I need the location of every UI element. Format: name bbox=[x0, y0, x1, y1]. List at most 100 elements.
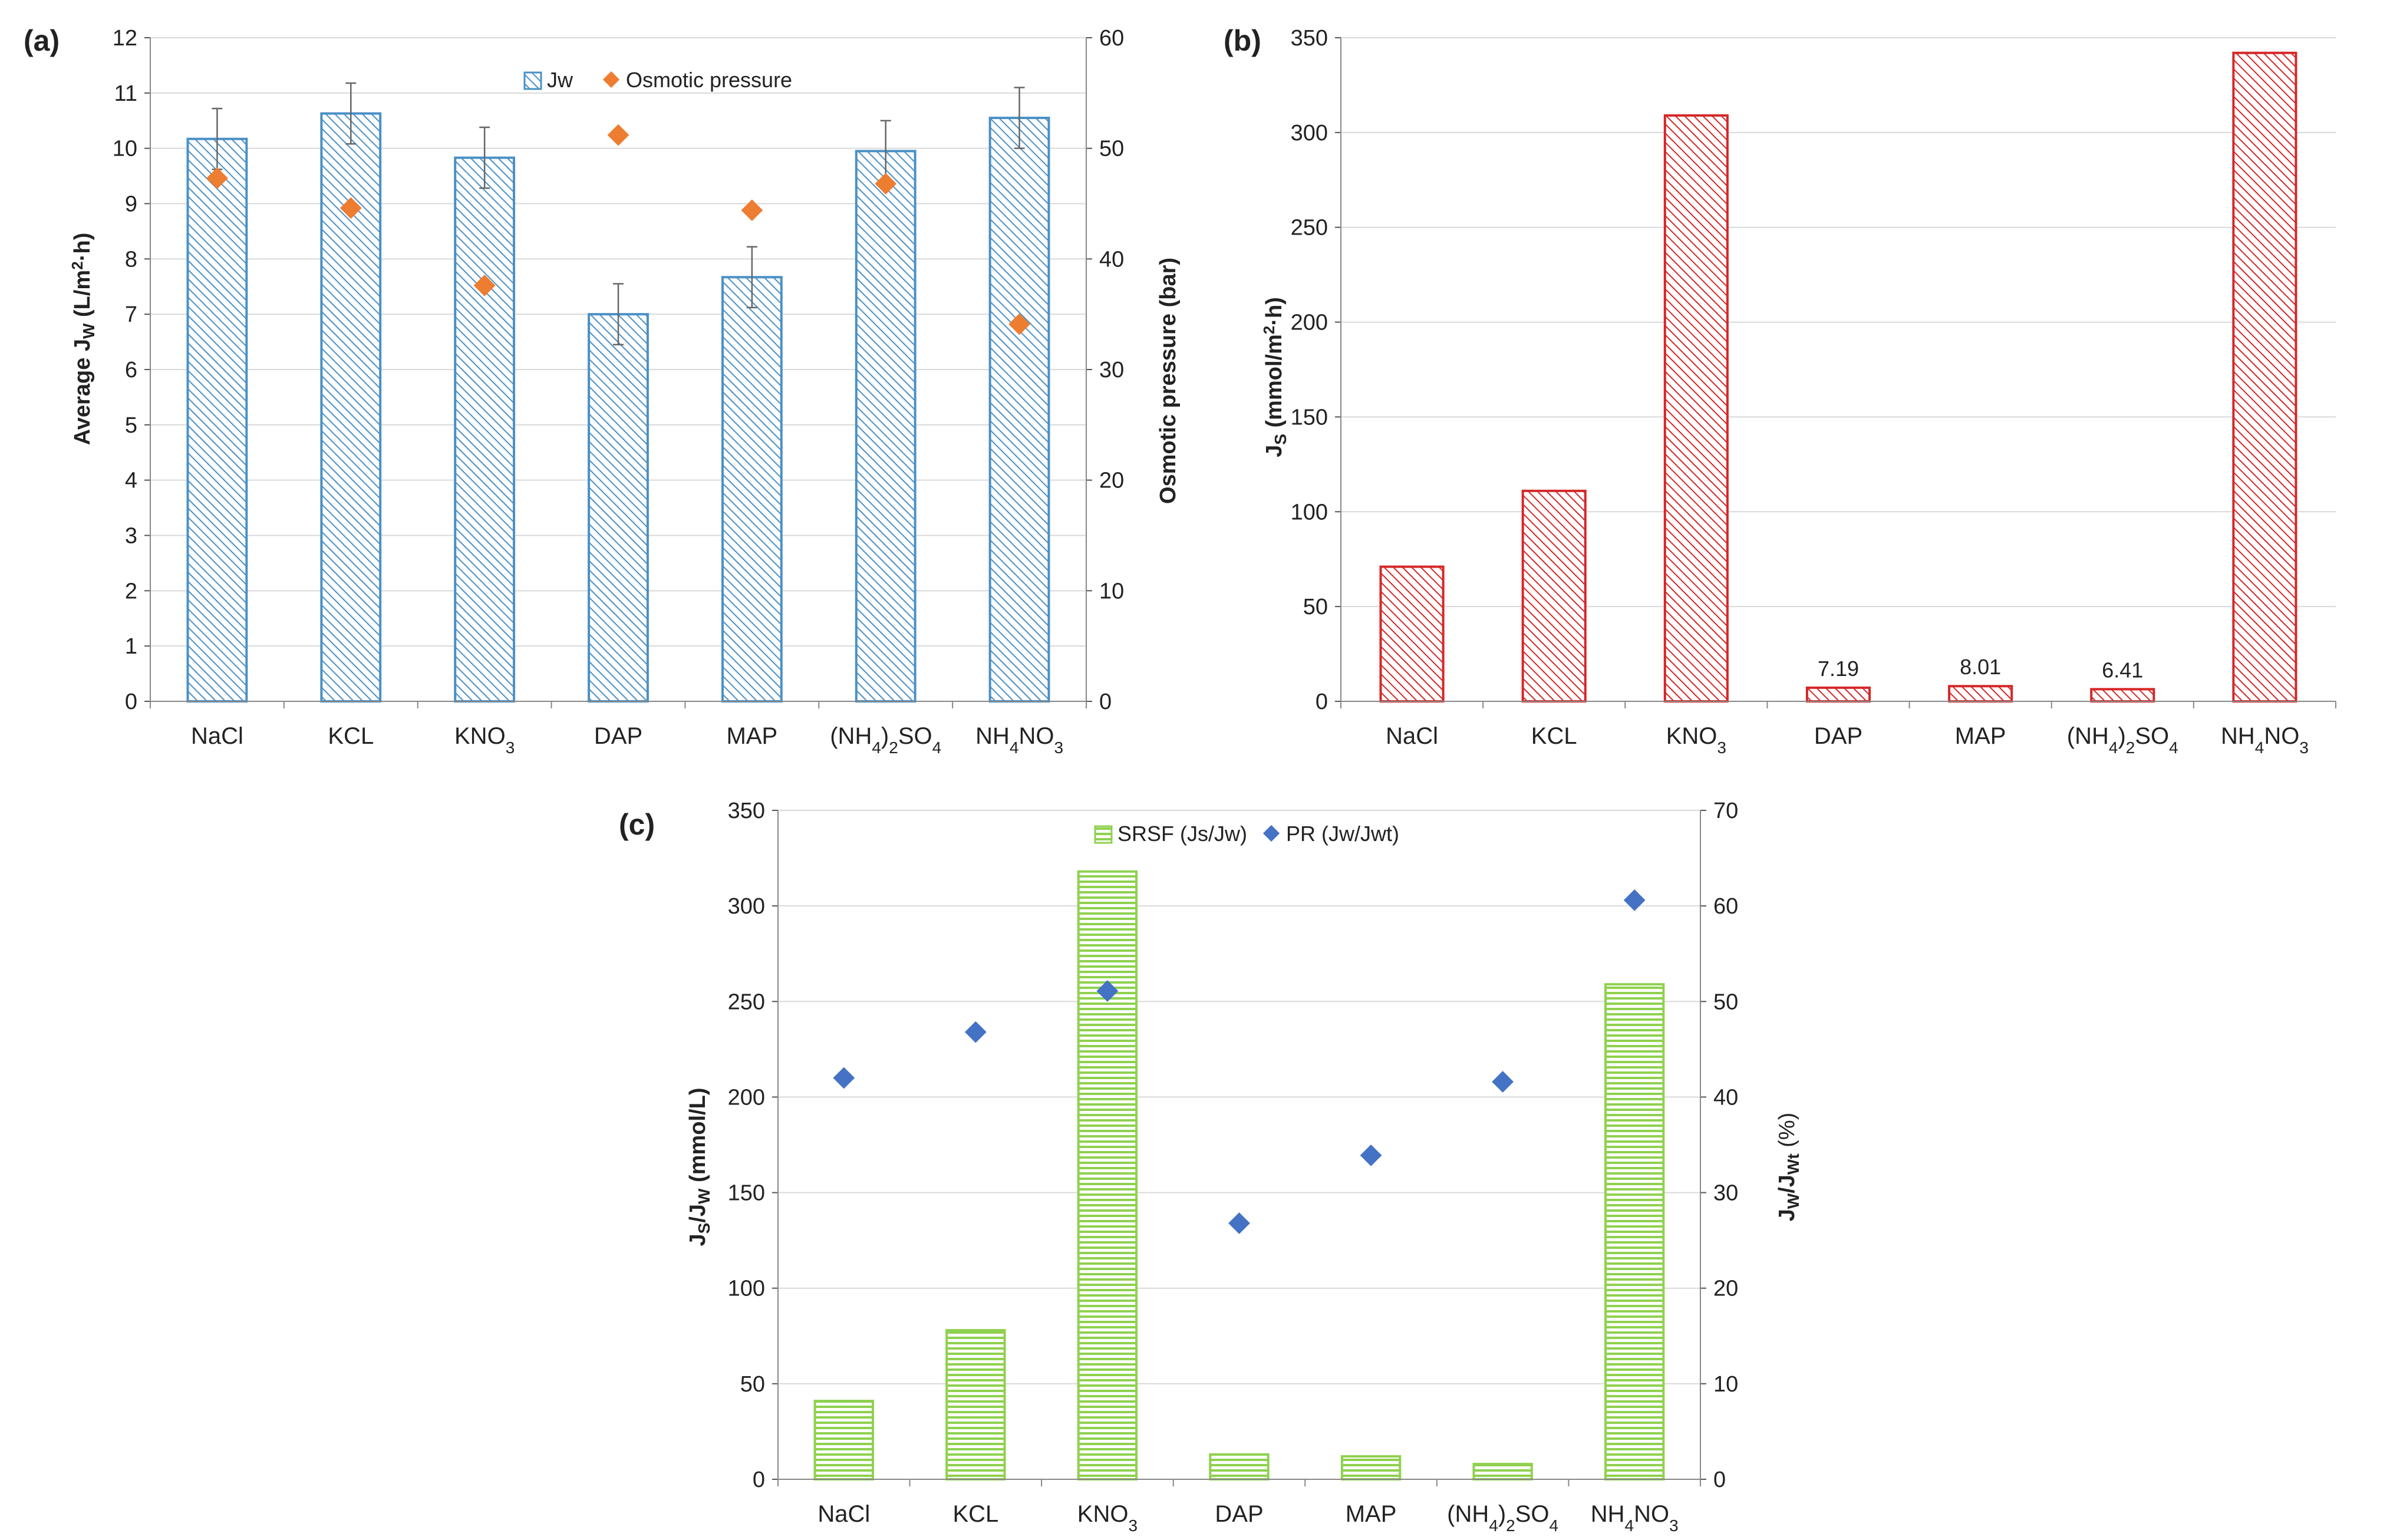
a-bar bbox=[320, 112, 382, 703]
panel-a-bars bbox=[186, 112, 1050, 703]
b-y-tick-label: 50 bbox=[1303, 595, 1328, 619]
legend-label-pr: PR (Jw/Jwt) bbox=[1286, 822, 1399, 846]
c-y2-tick-label: 20 bbox=[1713, 1277, 1738, 1301]
b-y-tick-label: 200 bbox=[1291, 311, 1328, 335]
panel-a-axes bbox=[144, 37, 1092, 708]
b-data-label: 6.41 bbox=[2102, 658, 2143, 682]
a-y2-tick-label: 0 bbox=[1099, 690, 1112, 714]
c-y2-tick-label: 0 bbox=[1713, 1468, 1726, 1492]
a-category-label: (NH4)2SO4 bbox=[830, 723, 941, 757]
c-marker bbox=[833, 1067, 855, 1089]
panel-b-y-axis-title: JS (mmol/m2·h) bbox=[1260, 297, 1290, 457]
legend-label-srsf: SRSF (Js/Jw) bbox=[1117, 822, 1247, 846]
panel-label-b: (b) bbox=[1224, 24, 1261, 57]
a-category-label: KCL bbox=[328, 723, 374, 749]
panel-c-gridlines bbox=[778, 810, 1700, 1480]
a-marker bbox=[473, 274, 496, 296]
panel-c-y2-axis-title: JW/JWt (%) bbox=[1775, 1113, 1802, 1222]
a-y-tick-label: 4 bbox=[125, 469, 137, 493]
panel-c-y-ticks: 0 50 100 150 200 250 300 350 bbox=[728, 799, 765, 1492]
c-y2-tick-label: 60 bbox=[1713, 894, 1738, 919]
c-y-tick-label: 350 bbox=[728, 799, 765, 823]
panel-a-y-axis-title: Average JW (L/m2·h) bbox=[68, 233, 98, 445]
panel-c-axes bbox=[772, 810, 1706, 1486]
c-category-label: (NH4)2SO4 bbox=[1447, 1501, 1558, 1535]
a-bar bbox=[588, 313, 649, 703]
a-y-tick-label: 11 bbox=[114, 81, 137, 106]
b-bar bbox=[2090, 688, 2155, 703]
c-bar bbox=[813, 1400, 874, 1481]
a-y-tick-label: 6 bbox=[125, 358, 137, 382]
panel-label-c: (c) bbox=[619, 808, 655, 841]
b-bar bbox=[2232, 51, 2297, 703]
a-marker bbox=[1008, 313, 1030, 335]
c-category-label: KNO3 bbox=[1077, 1501, 1138, 1535]
b-data-label: 7.19 bbox=[1818, 657, 1859, 681]
c-category-label: DAP bbox=[1215, 1501, 1263, 1527]
legend-marker-pr bbox=[1262, 825, 1280, 842]
c-marker bbox=[1623, 889, 1646, 911]
panel-a-markers bbox=[206, 124, 1030, 335]
panel-c: (c) 0 50 100 150 200 250 300 350 0 10 20 30 40 50 60 7… bbox=[619, 799, 1802, 1535]
c-y-tick-label: 100 bbox=[728, 1277, 765, 1301]
b-category-label: (NH4)2SO4 bbox=[2067, 723, 2178, 757]
b-bar bbox=[1948, 685, 2013, 703]
panel-c-bars bbox=[813, 870, 1665, 1481]
c-bar bbox=[1340, 1455, 1402, 1480]
c-marker bbox=[1096, 980, 1119, 1002]
a-bar bbox=[988, 117, 1050, 703]
b-category-label: NaCl bbox=[1386, 723, 1438, 749]
b-bar bbox=[1663, 114, 1729, 703]
c-bar bbox=[1604, 983, 1665, 1480]
a-bar bbox=[186, 137, 248, 703]
panel-b-gridlines bbox=[1341, 37, 2336, 702]
panel-c-y2-ticks: 0 10 20 30 40 50 60 70 bbox=[1713, 799, 1738, 1492]
b-category-label: DAP bbox=[1814, 723, 1862, 749]
panel-b: (b) 7.19 8.01 6.41 0 50 100 150 200 250 300 350 N… bbox=[1224, 24, 2336, 757]
legend-swatch-jw bbox=[523, 71, 542, 90]
a-bar bbox=[855, 150, 917, 703]
c-y2-tick-label: 40 bbox=[1713, 1085, 1738, 1110]
panel-label-a: (a) bbox=[24, 24, 60, 57]
c-category-label: NH4NO3 bbox=[1591, 1501, 1679, 1535]
c-bar bbox=[1472, 1463, 1533, 1480]
panel-b-data-labels: 7.19 8.01 6.41 bbox=[1818, 655, 2143, 682]
b-bar bbox=[1805, 686, 1871, 703]
a-y2-tick-label: 50 bbox=[1099, 137, 1124, 161]
a-y2-tick-label: 40 bbox=[1099, 247, 1124, 272]
a-category-label: NaCl bbox=[191, 723, 243, 749]
b-category-label: MAP bbox=[1955, 723, 2006, 749]
a-marker bbox=[875, 173, 897, 195]
b-bar bbox=[1521, 489, 1587, 703]
panel-c-category-labels: NaCl KCL KNO3 DAP MAP (NH4)2SO4 NH4NO3 bbox=[817, 1501, 1678, 1535]
a-y2-tick-label: 20 bbox=[1099, 469, 1124, 493]
a-y-tick-label: 2 bbox=[125, 579, 137, 604]
b-y-tick-label: 350 bbox=[1291, 26, 1328, 51]
b-y-tick-label: 100 bbox=[1291, 500, 1328, 525]
panel-a-error-bars bbox=[212, 82, 1025, 346]
c-bar bbox=[1077, 870, 1138, 1480]
panel-b-bars bbox=[1379, 51, 2297, 703]
panel-b-y-ticks: 0 50 100 150 200 250 300 350 bbox=[1291, 26, 1328, 714]
a-y2-tick-label: 30 bbox=[1099, 358, 1124, 382]
a-category-label: NH4NO3 bbox=[975, 723, 1063, 757]
a-category-label: DAP bbox=[594, 723, 642, 749]
a-y2-tick-label: 10 bbox=[1099, 579, 1124, 604]
a-marker bbox=[741, 199, 763, 222]
c-y-tick-label: 300 bbox=[728, 894, 765, 919]
panel-a-legend: Jw Osmotic pressure bbox=[523, 68, 792, 92]
a-y-tick-label: 9 bbox=[125, 192, 137, 217]
c-y-tick-label: 50 bbox=[740, 1372, 765, 1397]
b-category-label: KNO3 bbox=[1666, 723, 1726, 757]
panel-a-y2-axis-title: Osmotic pressure (bar) bbox=[1156, 258, 1181, 504]
panel-c-markers bbox=[833, 889, 1646, 1234]
c-category-label: NaCl bbox=[817, 1501, 870, 1527]
c-y2-tick-label: 10 bbox=[1713, 1372, 1738, 1397]
panel-b-axes bbox=[1335, 37, 2336, 708]
legend-swatch-srsf bbox=[1094, 825, 1113, 844]
c-marker bbox=[964, 1021, 987, 1043]
a-bar bbox=[721, 276, 783, 703]
a-y-tick-label: 5 bbox=[125, 413, 137, 438]
